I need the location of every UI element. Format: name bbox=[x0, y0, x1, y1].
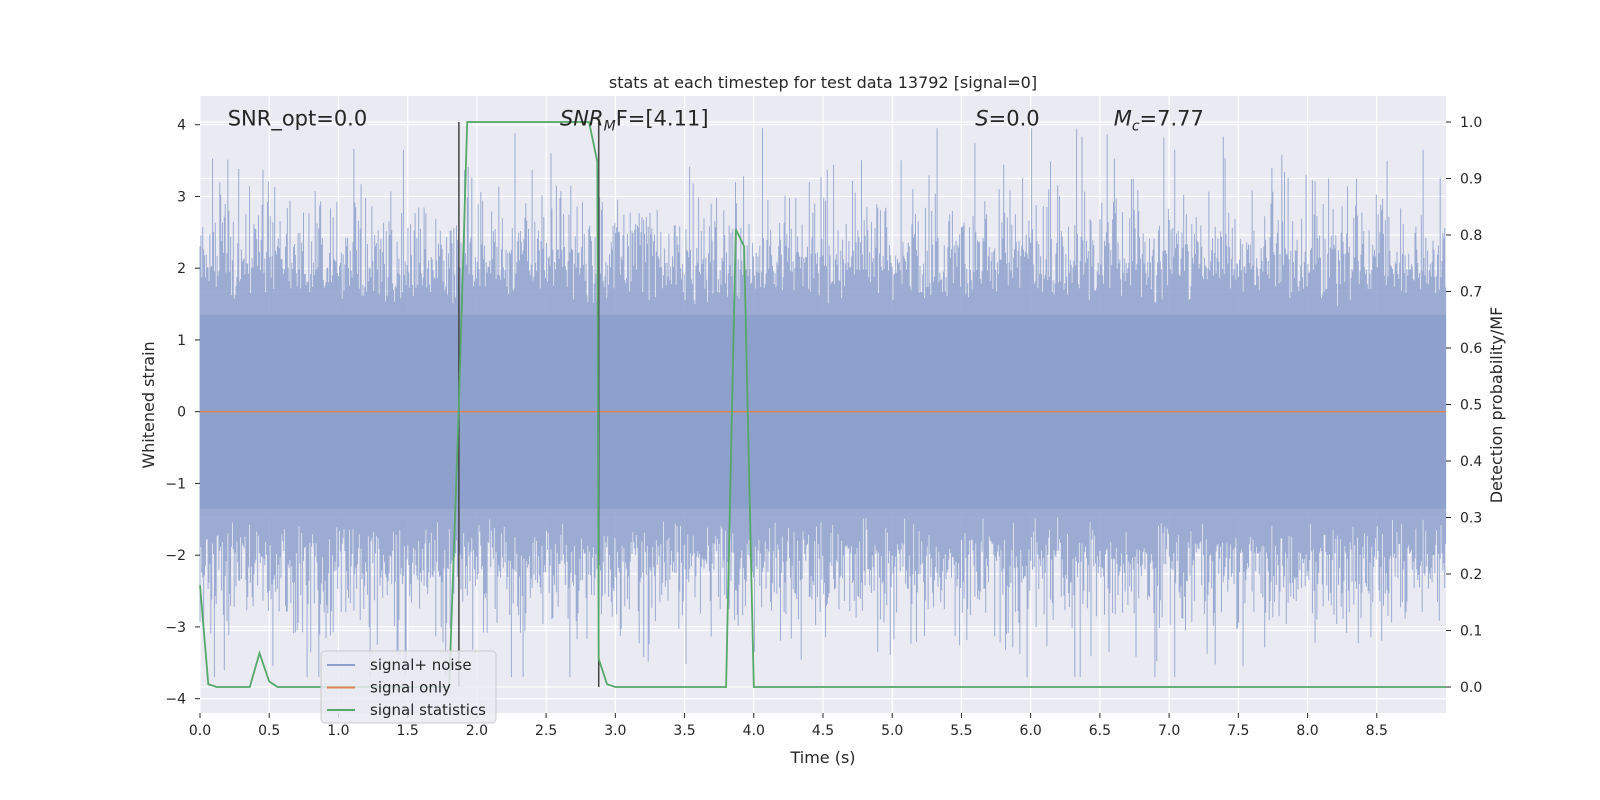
x-tick-label: 5.0 bbox=[881, 723, 903, 739]
legend-label: signal only bbox=[370, 679, 451, 697]
y2-tick-label: 0.4 bbox=[1460, 454, 1482, 470]
y-tick-label: 4 bbox=[177, 118, 186, 134]
y2-tick-label: 0.6 bbox=[1460, 341, 1482, 357]
x-tick-label: 6.0 bbox=[1020, 723, 1042, 739]
x-tick-label: 1.0 bbox=[327, 723, 349, 739]
y2-tick-label: 0.7 bbox=[1460, 284, 1482, 300]
x-tick-label: 3.5 bbox=[673, 723, 695, 739]
legend-box bbox=[320, 650, 497, 724]
y2-tick-label: 0.2 bbox=[1460, 567, 1482, 583]
x-tick-label: 1.5 bbox=[397, 723, 419, 739]
annotations: SNR_opt=0.0 SNRMF=[4.11] S=0.0 Mc=7.77 bbox=[228, 107, 1204, 135]
y-tick-label: −4 bbox=[165, 692, 186, 708]
legend-label: signal statistics bbox=[370, 701, 486, 719]
y-tick-label: 0 bbox=[177, 405, 186, 421]
y-tick-label: 2 bbox=[177, 261, 186, 277]
x-tick-label: 7.5 bbox=[1227, 723, 1249, 739]
x-tick-label: 0.5 bbox=[258, 723, 280, 739]
x-tick-label: 2.5 bbox=[535, 723, 557, 739]
legend: signal+ noise signal only signal statistic… bbox=[320, 650, 497, 724]
y-axis-label: Whitened strain bbox=[139, 341, 158, 468]
annotation-label: SNRMF=[4.11] bbox=[560, 107, 709, 135]
annotation-label: S=0.0 bbox=[975, 107, 1039, 131]
x-tick-label: 8.0 bbox=[1296, 723, 1318, 739]
y-tick-label: 3 bbox=[177, 189, 186, 205]
x-tick-label: 7.0 bbox=[1158, 723, 1180, 739]
annotation-label: Mc=7.77 bbox=[1114, 107, 1204, 135]
y2-tick-label: 0.9 bbox=[1460, 171, 1482, 187]
legend-label: signal+ noise bbox=[370, 656, 472, 674]
series-marks bbox=[199, 121, 1446, 688]
y-tick-label: 1 bbox=[177, 333, 186, 349]
x-tick-label: 8.5 bbox=[1366, 723, 1388, 739]
axes: 0.0 0.5 1.0 1.5 2.0 2.5 3.0 3.5 4.0 4.5 5.0 5.5 6.0 6… bbox=[165, 115, 1482, 739]
y2-tick-label: 0.0 bbox=[1460, 680, 1482, 696]
x-tick-label: 4.5 bbox=[812, 723, 834, 739]
chart-title: stats at each timestep for test data 137… bbox=[609, 73, 1037, 92]
x-tick-label: 3.0 bbox=[604, 723, 626, 739]
x-axis-label: Time (s) bbox=[789, 748, 855, 767]
y2-tick-label: 0.1 bbox=[1460, 624, 1482, 640]
y2-axis-label: Detection probability/MF bbox=[1487, 307, 1506, 504]
y2-tick-label: 0.8 bbox=[1460, 228, 1482, 244]
x-tick-label: 0.0 bbox=[189, 723, 211, 739]
signal-statistics-line bbox=[199, 121, 1446, 688]
y2-tick-label: 0.3 bbox=[1460, 511, 1482, 527]
y2-tick-label: 1.0 bbox=[1460, 115, 1482, 131]
annotation-label: SNR_opt=0.0 bbox=[228, 107, 368, 132]
y-tick-label: −2 bbox=[165, 548, 186, 564]
x-tick-label: 6.5 bbox=[1089, 723, 1111, 739]
x-tick-label: 5.5 bbox=[950, 723, 972, 739]
x-tick-label: 2.0 bbox=[466, 723, 488, 739]
x-tick-label: 4.0 bbox=[743, 723, 765, 739]
y-tick-label: −1 bbox=[165, 476, 186, 492]
y-tick-label: −3 bbox=[165, 620, 186, 636]
y2-tick-label: 0.5 bbox=[1460, 398, 1482, 414]
